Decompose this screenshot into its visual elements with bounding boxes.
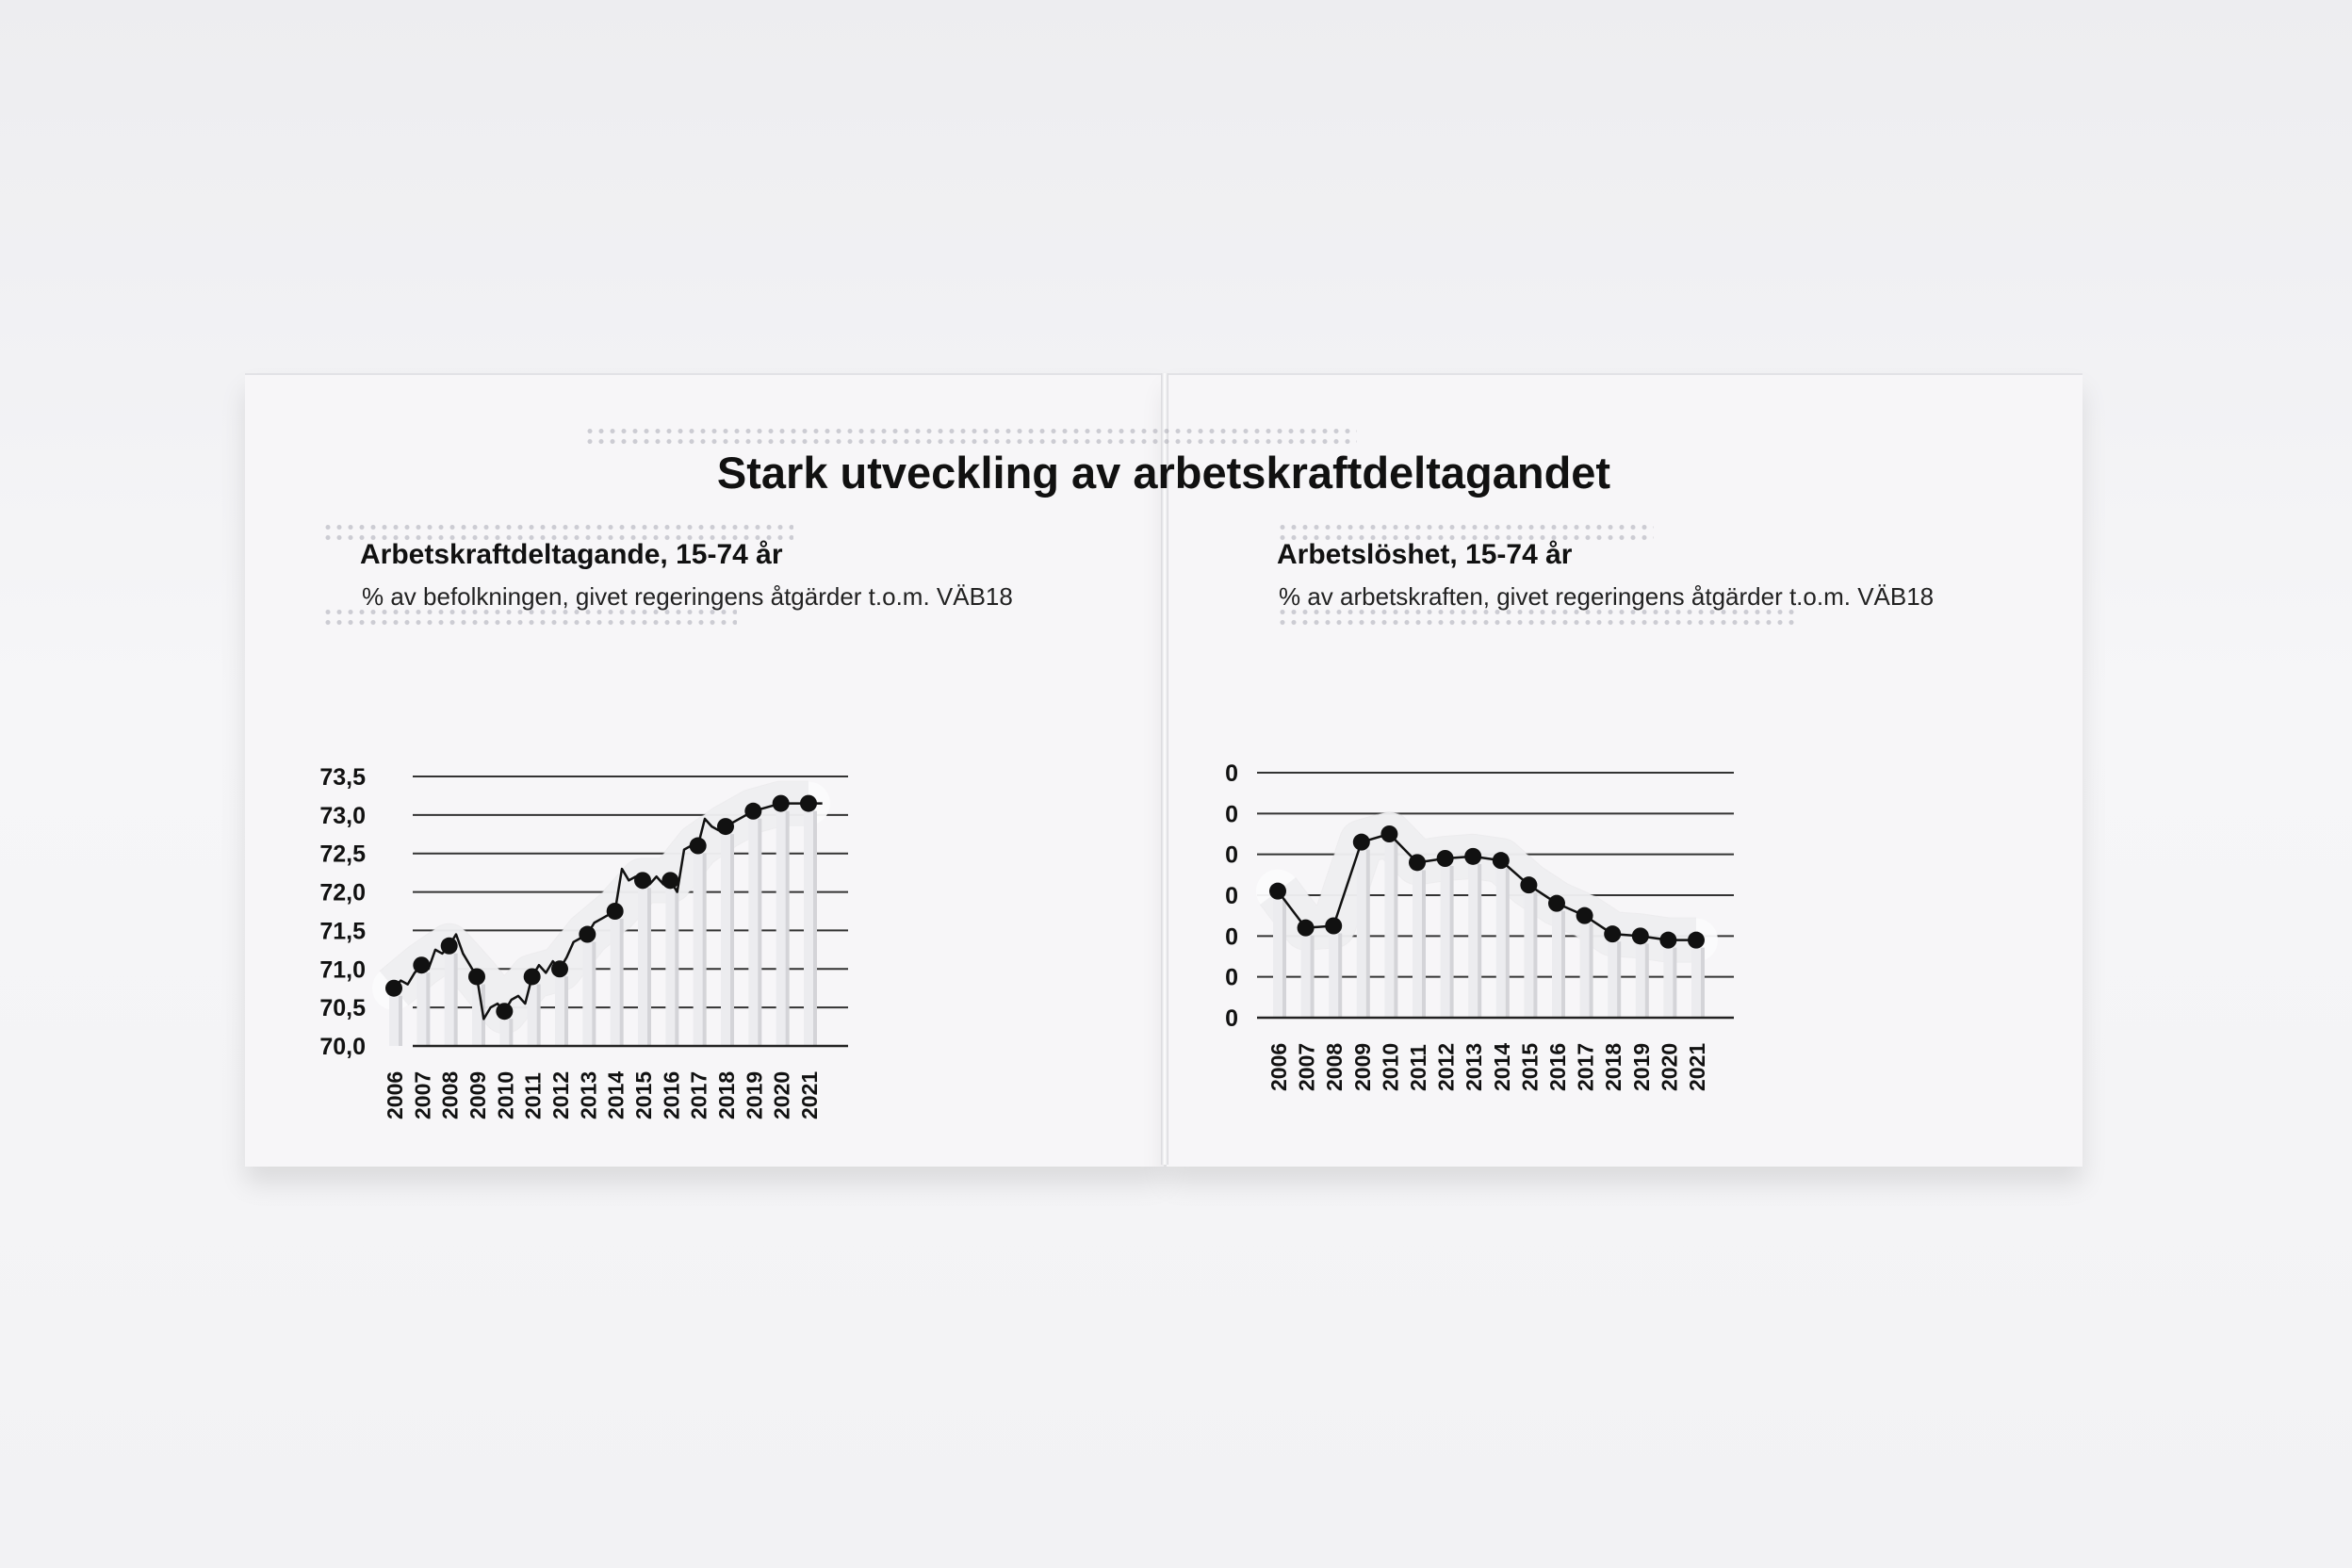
y-tick-label: 9,0 bbox=[1225, 801, 1238, 827]
y-tick-label: 72,5 bbox=[319, 841, 366, 868]
chart-2-subtitle: % av arbetskraften, givet regeringens åt… bbox=[1279, 582, 1935, 611]
data-point-2008 bbox=[1325, 917, 1343, 935]
y-tick-label: 70,5 bbox=[319, 995, 366, 1021]
x-tick-label: 2009 bbox=[1350, 1043, 1375, 1091]
data-point-2021 bbox=[800, 794, 817, 812]
y-tick-label: 5,0 bbox=[1225, 965, 1238, 991]
data-point-2009 bbox=[468, 968, 485, 986]
x-tick-label: 2008 bbox=[438, 1071, 463, 1119]
chart-1-subtitle: % av befolkningen, givet regeringens åtg… bbox=[362, 582, 1013, 611]
braille-embossing bbox=[1277, 607, 1795, 628]
x-tick-label: 2012 bbox=[548, 1071, 573, 1119]
right-page bbox=[1167, 373, 2082, 1167]
data-point-2010 bbox=[1380, 825, 1398, 842]
booklet-spine bbox=[1161, 373, 1168, 1165]
x-tick-label: 2013 bbox=[576, 1071, 600, 1119]
braille-embossing bbox=[584, 426, 1357, 447]
x-tick-label: 2013 bbox=[1462, 1043, 1486, 1091]
data-point-2015 bbox=[634, 872, 651, 890]
data-point-2007 bbox=[413, 956, 431, 974]
x-tick-label: 2021 bbox=[797, 1071, 822, 1119]
data-point-2006 bbox=[385, 979, 402, 997]
x-tick-label: 2018 bbox=[1601, 1043, 1625, 1091]
data-point-2019 bbox=[744, 802, 762, 820]
x-tick-label: 2018 bbox=[714, 1071, 739, 1119]
data-point-2016 bbox=[662, 872, 679, 890]
x-tick-label: 2006 bbox=[1266, 1043, 1291, 1091]
x-tick-label: 2007 bbox=[410, 1071, 434, 1119]
y-tick-label: 71,5 bbox=[319, 918, 366, 944]
data-point-2020 bbox=[772, 794, 790, 812]
y-tick-label: 70,0 bbox=[319, 1034, 366, 1060]
chart-2-title: Arbetslöshet, 15-74 år bbox=[1277, 539, 1573, 570]
x-tick-label: 2009 bbox=[466, 1071, 490, 1119]
y-tick-label: 73,0 bbox=[319, 803, 366, 829]
y-tick-label: 72,0 bbox=[319, 880, 366, 906]
data-point-2014 bbox=[1492, 852, 1510, 870]
x-tick-label: 2014 bbox=[604, 1071, 629, 1119]
x-tick-label: 2017 bbox=[1574, 1043, 1598, 1091]
data-point-2019 bbox=[1631, 927, 1649, 945]
data-point-2018 bbox=[1604, 925, 1622, 943]
x-tick-label: 2021 bbox=[1685, 1043, 1709, 1091]
x-tick-label: 2006 bbox=[383, 1071, 407, 1119]
data-point-2009 bbox=[1352, 833, 1370, 851]
x-tick-label: 2007 bbox=[1295, 1043, 1319, 1091]
data-point-2018 bbox=[717, 818, 734, 836]
y-tick-label: 6,0 bbox=[1225, 923, 1238, 950]
x-tick-label: 2020 bbox=[1657, 1043, 1681, 1091]
y-tick-label: 73,5 bbox=[319, 764, 366, 791]
chart-1-title: Arbetskraftdeltagande, 15-74 år bbox=[360, 539, 783, 570]
data-point-2013 bbox=[1464, 847, 1482, 865]
x-tick-label: 2012 bbox=[1434, 1043, 1459, 1091]
x-tick-label: 2010 bbox=[493, 1071, 517, 1119]
y-tick-label: 4,0 bbox=[1225, 1005, 1238, 1032]
x-tick-label: 2020 bbox=[770, 1071, 794, 1119]
series-line bbox=[1277, 832, 1696, 941]
data-point-2017 bbox=[689, 837, 707, 855]
data-point-2021 bbox=[1688, 931, 1705, 949]
x-tick-label: 2016 bbox=[659, 1071, 683, 1119]
y-tick-label: 71,0 bbox=[319, 956, 366, 983]
main-title: Stark utveckling av arbetskraftdeltagand… bbox=[716, 448, 1611, 498]
braille-embossing bbox=[322, 607, 737, 628]
data-point-2012 bbox=[1436, 850, 1454, 867]
braille-embossing bbox=[322, 522, 793, 543]
x-tick-label: 2016 bbox=[1545, 1043, 1570, 1091]
data-point-2014 bbox=[606, 903, 624, 920]
x-tick-label: 2014 bbox=[1490, 1043, 1514, 1091]
data-point-2017 bbox=[1576, 906, 1593, 924]
x-tick-label: 2010 bbox=[1378, 1043, 1402, 1091]
y-tick-label: 7,0 bbox=[1225, 883, 1238, 909]
data-point-2008 bbox=[440, 937, 458, 955]
x-tick-label: 2008 bbox=[1322, 1043, 1347, 1091]
data-point-2012 bbox=[551, 960, 568, 978]
chart-labor-participation: 70,0 70,5 71,0 71,5 72,0 72,5 73,0 73,5 2006 2007… bbox=[319, 764, 848, 1119]
braille-embossing bbox=[1277, 522, 1654, 543]
x-tick-label: 2015 bbox=[1517, 1043, 1542, 1091]
data-point-2010 bbox=[496, 1003, 514, 1021]
x-tick-label: 2011 bbox=[521, 1072, 546, 1119]
x-tick-label: 2019 bbox=[742, 1071, 766, 1119]
booklet: Stark utveckling av arbetskraftdeltagand… bbox=[245, 373, 2082, 1168]
x-tick-label: 2017 bbox=[687, 1071, 711, 1119]
data-point-2011 bbox=[523, 968, 541, 986]
data-point-2015 bbox=[1520, 876, 1538, 894]
chart-unemployment: 4,05,06,07,08,09,010,0200620072008200920… bbox=[1225, 760, 1734, 1091]
data-point-2007 bbox=[1297, 919, 1315, 937]
x-tick-label: 2015 bbox=[631, 1071, 656, 1119]
y-tick-label: 10,0 bbox=[1225, 760, 1238, 787]
data-point-2011 bbox=[1409, 854, 1426, 872]
y-tick-label: 8,0 bbox=[1225, 842, 1238, 869]
x-tick-label: 2019 bbox=[1629, 1043, 1654, 1091]
data-point-2013 bbox=[579, 925, 596, 943]
x-tick-label: 2011 bbox=[1406, 1044, 1430, 1091]
data-point-2016 bbox=[1548, 894, 1565, 912]
data-point-2006 bbox=[1269, 882, 1286, 900]
data-point-2020 bbox=[1659, 931, 1677, 949]
